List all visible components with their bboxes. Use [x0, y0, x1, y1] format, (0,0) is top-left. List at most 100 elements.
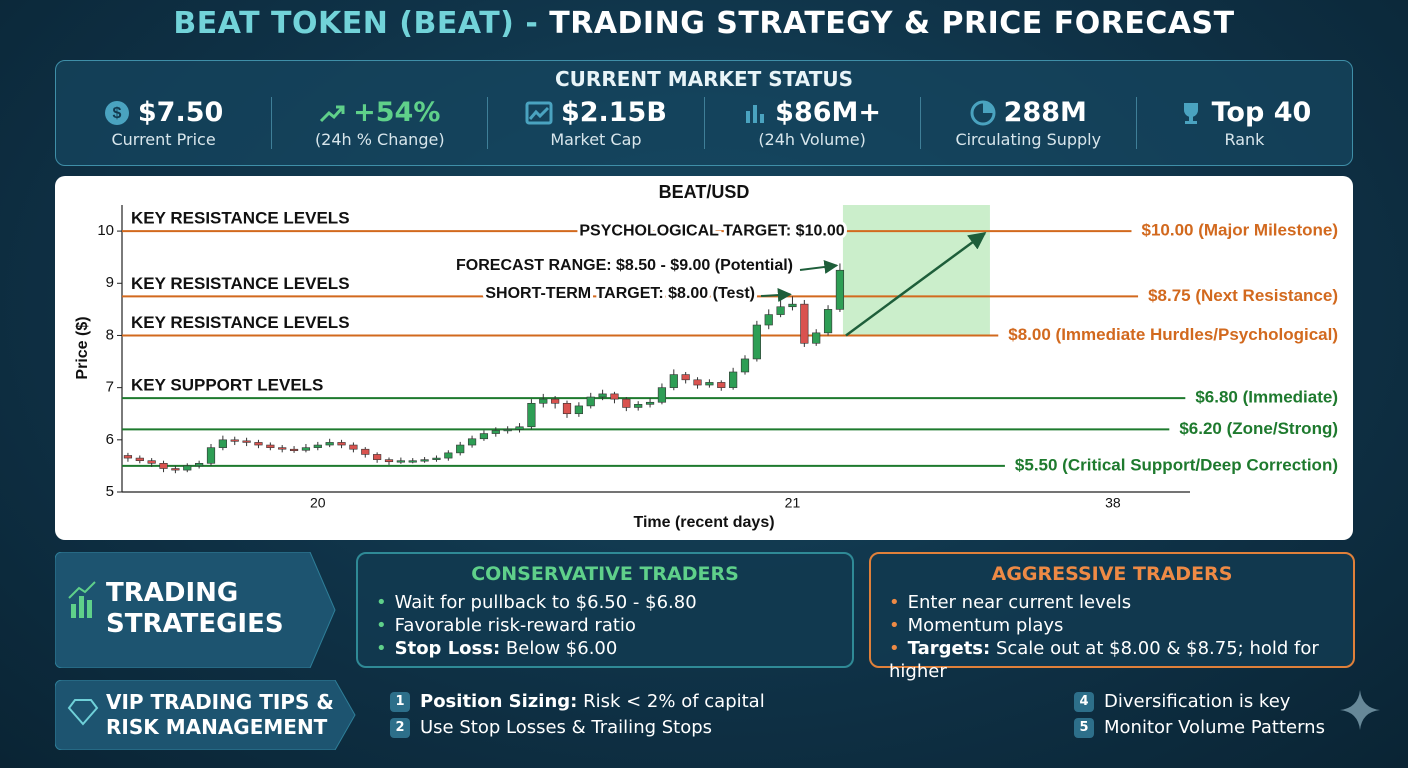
item-text: Scale out at $8.00 & $8.75; hold for hig…	[889, 638, 1319, 682]
candle-body	[467, 438, 477, 446]
status-value: Top 40	[1211, 97, 1312, 128]
status-value: $2.15B	[560, 97, 667, 128]
level-group-label: KEY RESISTANCE LEVELS	[131, 274, 350, 293]
candle-body	[764, 314, 773, 326]
candle-body	[396, 460, 405, 463]
candle-body	[301, 447, 311, 451]
status-label: (24h Volume)	[758, 130, 866, 149]
status-label: (24h % Change)	[314, 130, 445, 149]
tip-text: Monitor Volume Patterns	[1104, 717, 1325, 738]
strategy-item: Wait for pullback to $6.50 - $6.80	[376, 591, 852, 614]
y-tick-label: 5	[106, 483, 114, 500]
annotation: FORECAST RANGE: $8.50 - $9.00 (Potential…	[456, 257, 793, 274]
level-label: $10.00 (Major Milestone)	[1141, 221, 1338, 240]
icon	[970, 100, 996, 125]
candle-body	[622, 398, 631, 408]
candle-body	[610, 393, 619, 400]
status-value: 288M	[1003, 97, 1087, 128]
annotation: PSYCHOLOGICAL TARGET: $10.00	[579, 222, 844, 239]
svg-text:$: $	[112, 105, 121, 122]
candle-body	[147, 460, 156, 464]
y-axis-label: Price ($)	[74, 316, 91, 379]
candle-body	[337, 442, 346, 446]
strategies-heading: TRADING STRATEGIES	[106, 578, 284, 639]
candle-body	[669, 374, 678, 388]
candle-body	[527, 402, 536, 428]
status-item: 288M Circulating Supply	[919, 97, 1136, 149]
status-heading: CURRENT MARKET STATUS	[555, 67, 853, 91]
icon	[1183, 102, 1198, 124]
forecast-zone	[842, 205, 990, 336]
candle-body	[539, 398, 548, 404]
candle-body	[183, 465, 192, 471]
strategy-item: Momentum plays	[889, 614, 1353, 637]
candle-body	[230, 439, 239, 442]
status-value: $86M+	[775, 97, 882, 128]
candle-body	[456, 444, 465, 454]
candle-body	[444, 452, 453, 459]
candle-body	[823, 309, 833, 334]
candle-body	[740, 358, 750, 373]
status-label: Circulating Supply	[955, 130, 1102, 149]
chart-card: BEAT/USD Time (recent days) Price ($) 5 6…	[55, 176, 1353, 540]
candle-body	[788, 303, 797, 308]
tip-text: Diversification is key	[1104, 691, 1291, 712]
annotation-arrow	[799, 260, 839, 274]
level-label: $8.00 (Immediate Hurdles/Psychological)	[1008, 325, 1338, 344]
candle-body	[218, 439, 227, 448]
level-group-label: KEY SUPPORT LEVELS	[131, 376, 323, 395]
y-tick-label: 9	[106, 274, 114, 291]
chart-title: BEAT/USD	[659, 182, 750, 202]
sparkle	[1340, 690, 1380, 730]
level-label: $6.20 (Zone/Strong)	[1179, 419, 1338, 438]
candle-body	[657, 387, 667, 403]
tip-text: Risk < 2% of capital	[583, 691, 765, 712]
candle-body	[562, 402, 572, 415]
candle-body	[812, 332, 821, 344]
forecast-arrow	[845, 232, 987, 337]
status-value: +54%	[353, 97, 441, 128]
candle-body	[776, 306, 785, 315]
level-label: $8.75 (Next Resistance)	[1148, 286, 1338, 305]
candle-body	[195, 462, 204, 467]
candle-body	[515, 426, 524, 430]
tip-number: 2	[390, 717, 410, 738]
candle-body	[242, 440, 251, 443]
candle-body	[313, 444, 322, 448]
candle-body	[254, 442, 263, 446]
candle-body	[278, 447, 287, 450]
candle-body	[729, 371, 738, 388]
candle-body	[835, 269, 845, 310]
candle-body	[491, 430, 500, 434]
candle-body	[634, 404, 643, 408]
status-item: Top 40 Rank	[1135, 97, 1352, 149]
tip: 2 Use Stop Losses & Trailing Stops	[390, 717, 712, 738]
tip: 1 Position Sizing: Risk < 2% of capital	[390, 691, 765, 712]
chart: BEAT/USD Time (recent days) Price ($) 5 6…	[74, 182, 1338, 531]
tips-banner	[55, 680, 356, 750]
candle-body	[574, 405, 583, 415]
candle-body	[384, 459, 394, 463]
y-tick-label: 10	[97, 222, 114, 239]
level-label: $6.80 (Immediate)	[1195, 388, 1338, 407]
strategy-item: Targets: Scale out at $8.00 & $8.75; hol…	[889, 637, 1353, 683]
y-tick-label: 6	[106, 431, 114, 448]
candle-body	[206, 447, 216, 464]
icon	[320, 105, 345, 122]
level-group-label: KEY RESISTANCE LEVELS	[131, 313, 350, 332]
candle-body	[408, 460, 417, 463]
candle-body	[123, 455, 133, 459]
page-title: BEAT TOKEN (BEAT) - TRADING STRATEGY & P…	[0, 6, 1408, 41]
item-label: Stop Loss:	[394, 638, 501, 659]
icon	[525, 101, 553, 124]
status-item: +54% (24h % Change)	[271, 97, 487, 149]
tip-text: Use Stop Losses & Trailing Stops	[420, 717, 713, 738]
x-tick-label: 38	[1105, 495, 1121, 511]
tip: 5 Monitor Volume Patterns	[1074, 717, 1325, 738]
strategy-item: Enter near current levels	[889, 591, 1353, 614]
icon: $	[104, 100, 129, 125]
candle-body	[479, 433, 489, 440]
status-label: Current Price	[111, 130, 216, 149]
tip-label: Position Sizing:	[420, 691, 578, 712]
